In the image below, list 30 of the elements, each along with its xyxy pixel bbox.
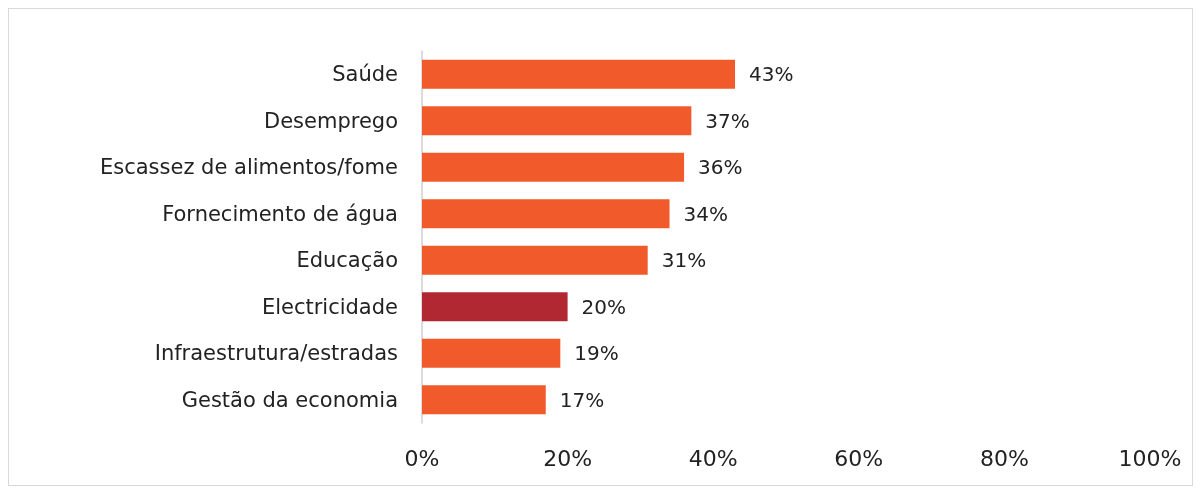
data-label: 31% — [661, 248, 707, 273]
data-label: 37% — [705, 108, 750, 133]
bar — [422, 385, 546, 415]
y-tick-label: Saúde — [332, 62, 398, 87]
y-tick-label: Educação — [296, 248, 398, 273]
data-label: 19% — [574, 341, 619, 366]
data-label: 43% — [749, 62, 794, 87]
y-tick-label: Fornecimento de água — [162, 201, 398, 226]
data-label: 36% — [698, 155, 743, 180]
x-tick-label: 80% — [979, 445, 1029, 471]
data-label: 34% — [683, 201, 728, 226]
y-tick-label: Escassez de alimentos/fome — [100, 155, 398, 180]
bar — [422, 152, 685, 182]
x-tick-label: 20% — [543, 445, 593, 471]
data-label: 20% — [581, 294, 627, 319]
bar — [422, 338, 561, 368]
bar — [422, 292, 568, 322]
x-tick-label: 60% — [834, 445, 884, 471]
y-tick-label: Gestão da economia — [181, 387, 398, 412]
bar — [422, 199, 670, 229]
data-label: 17% — [559, 387, 605, 412]
y-tick-label: Desemprego — [263, 108, 398, 133]
y-tick-label: Electricidade — [261, 294, 398, 319]
x-tick-label: 100% — [1118, 445, 1182, 471]
bar — [422, 106, 692, 136]
x-tick-label: 40% — [688, 445, 738, 471]
y-tick-label: Infraestrutura/estradas — [154, 341, 398, 366]
x-tick-label: 0% — [404, 445, 440, 471]
bar — [422, 59, 736, 89]
bar — [422, 245, 648, 275]
